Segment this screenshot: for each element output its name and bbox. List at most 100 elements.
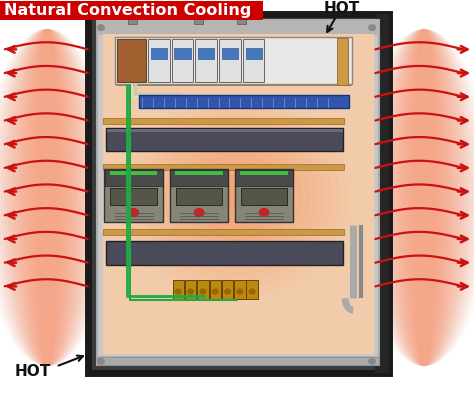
FancyBboxPatch shape <box>198 48 214 59</box>
FancyBboxPatch shape <box>97 356 379 365</box>
FancyBboxPatch shape <box>103 229 344 235</box>
Ellipse shape <box>0 30 99 365</box>
Ellipse shape <box>11 30 84 365</box>
Ellipse shape <box>400 30 449 365</box>
Circle shape <box>188 289 193 294</box>
Ellipse shape <box>143 115 331 280</box>
Ellipse shape <box>173 141 301 254</box>
Ellipse shape <box>165 135 309 260</box>
FancyBboxPatch shape <box>197 280 209 299</box>
Circle shape <box>175 289 181 294</box>
Circle shape <box>194 209 204 216</box>
Ellipse shape <box>158 128 316 267</box>
FancyBboxPatch shape <box>88 14 389 373</box>
Ellipse shape <box>0 30 96 365</box>
Ellipse shape <box>403 30 446 365</box>
FancyBboxPatch shape <box>219 39 241 82</box>
Ellipse shape <box>188 154 286 241</box>
Circle shape <box>212 289 218 294</box>
FancyBboxPatch shape <box>0 1 263 20</box>
Circle shape <box>225 289 230 294</box>
FancyBboxPatch shape <box>176 188 222 205</box>
Ellipse shape <box>406 30 443 365</box>
Circle shape <box>98 359 104 364</box>
Ellipse shape <box>367 30 474 365</box>
Ellipse shape <box>29 30 66 365</box>
FancyBboxPatch shape <box>116 78 351 85</box>
FancyBboxPatch shape <box>110 171 157 175</box>
Ellipse shape <box>394 30 455 365</box>
Circle shape <box>369 359 375 364</box>
FancyBboxPatch shape <box>172 39 193 82</box>
FancyBboxPatch shape <box>104 169 163 222</box>
FancyBboxPatch shape <box>235 169 293 222</box>
Ellipse shape <box>415 30 434 365</box>
Ellipse shape <box>26 30 69 365</box>
FancyBboxPatch shape <box>241 188 287 205</box>
Ellipse shape <box>135 108 339 287</box>
Text: HOT: HOT <box>323 1 359 16</box>
FancyBboxPatch shape <box>97 20 379 35</box>
FancyBboxPatch shape <box>107 129 343 132</box>
FancyBboxPatch shape <box>237 17 246 24</box>
FancyBboxPatch shape <box>210 280 221 299</box>
FancyBboxPatch shape <box>195 39 217 82</box>
Ellipse shape <box>409 30 440 365</box>
Ellipse shape <box>391 30 458 365</box>
Ellipse shape <box>150 121 324 274</box>
Ellipse shape <box>128 101 346 294</box>
FancyBboxPatch shape <box>103 164 344 170</box>
FancyBboxPatch shape <box>375 14 389 373</box>
Circle shape <box>249 289 255 294</box>
FancyBboxPatch shape <box>185 280 196 299</box>
FancyBboxPatch shape <box>194 17 203 24</box>
Ellipse shape <box>8 30 87 365</box>
Ellipse shape <box>211 175 263 220</box>
Ellipse shape <box>196 161 278 234</box>
FancyBboxPatch shape <box>110 188 157 205</box>
Ellipse shape <box>5 30 90 365</box>
Ellipse shape <box>385 30 464 365</box>
Ellipse shape <box>412 30 437 365</box>
Text: HOT: HOT <box>15 364 51 379</box>
Ellipse shape <box>17 30 78 365</box>
FancyBboxPatch shape <box>173 280 184 299</box>
Ellipse shape <box>379 30 470 365</box>
FancyBboxPatch shape <box>105 170 163 186</box>
FancyBboxPatch shape <box>234 280 246 299</box>
FancyBboxPatch shape <box>175 171 223 175</box>
Ellipse shape <box>2 30 93 365</box>
FancyBboxPatch shape <box>103 34 374 354</box>
Ellipse shape <box>388 30 461 365</box>
Circle shape <box>200 289 206 294</box>
FancyBboxPatch shape <box>170 170 228 186</box>
Circle shape <box>98 25 104 30</box>
Ellipse shape <box>203 168 271 227</box>
FancyBboxPatch shape <box>170 169 228 222</box>
FancyBboxPatch shape <box>243 39 264 82</box>
Ellipse shape <box>35 30 60 365</box>
FancyBboxPatch shape <box>97 20 379 365</box>
Ellipse shape <box>20 30 75 365</box>
FancyBboxPatch shape <box>174 48 191 59</box>
FancyBboxPatch shape <box>117 39 146 82</box>
Ellipse shape <box>397 30 452 365</box>
Circle shape <box>259 209 269 216</box>
Circle shape <box>129 209 138 216</box>
FancyBboxPatch shape <box>106 128 343 151</box>
FancyBboxPatch shape <box>222 48 238 59</box>
Ellipse shape <box>219 181 255 214</box>
FancyBboxPatch shape <box>222 280 233 299</box>
FancyBboxPatch shape <box>337 38 348 85</box>
Ellipse shape <box>14 30 81 365</box>
FancyBboxPatch shape <box>240 171 288 175</box>
Ellipse shape <box>0 30 105 365</box>
Text: Natural Convection Cooling: Natural Convection Cooling <box>4 3 251 18</box>
FancyBboxPatch shape <box>148 39 170 82</box>
Circle shape <box>237 289 243 294</box>
FancyBboxPatch shape <box>139 95 349 108</box>
Ellipse shape <box>382 30 466 365</box>
Ellipse shape <box>32 30 63 365</box>
Ellipse shape <box>373 30 474 365</box>
Ellipse shape <box>38 30 57 365</box>
